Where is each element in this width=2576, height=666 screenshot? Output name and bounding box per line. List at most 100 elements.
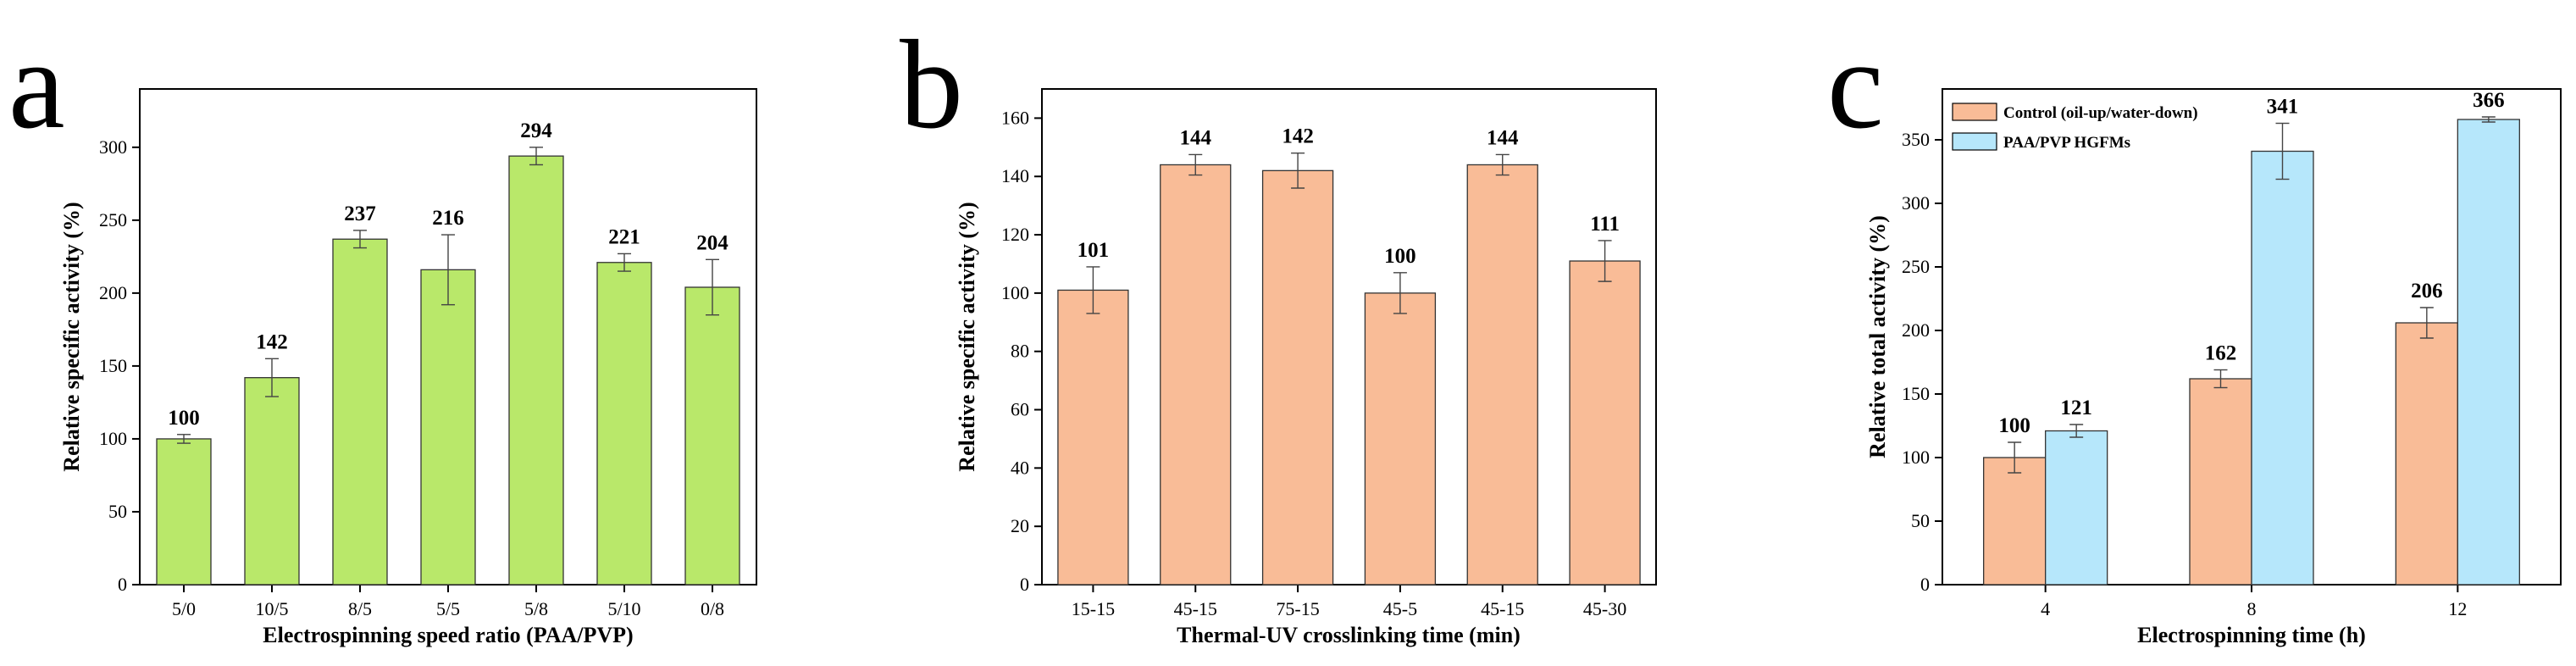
x-tick-label: 45-15 [1174, 598, 1217, 619]
bar [1569, 260, 1641, 586]
bar-layer: 100 162 206 121 341 366 [1983, 89, 2520, 586]
y-tick-label: 250 [1902, 256, 1930, 277]
tick-layer: 0 20 40 60 80 100 120 140 160 15-15 45-15 75-15 45-5… [1001, 107, 1626, 619]
y-tick-label: 100 [1001, 282, 1029, 303]
x-axis-title: Electrospinning time (h) [2137, 623, 2366, 647]
y-axis-title: Relative total activity (%) [1865, 215, 1890, 458]
y-tick-label: 120 [1001, 224, 1029, 245]
bar [1261, 169, 1334, 586]
data-label: 144 [1180, 126, 1212, 149]
x-tick-label: 0/8 [701, 598, 724, 619]
data-label: 162 [2205, 342, 2237, 365]
x-axis-title: Electrospinning speed ratio (PAA/PVP) [263, 623, 633, 647]
y-tick-label: 100 [99, 428, 127, 449]
tick-layer: 0 50 100 150 200 250 300 350 4 8 12 [1902, 129, 2467, 619]
x-tick-label: 12 [2448, 598, 2467, 619]
data-label: 341 [2267, 96, 2299, 119]
bar [508, 155, 564, 586]
panel-letter: c [1827, 14, 1884, 155]
bar [244, 377, 300, 586]
y-axis-title: Relative specific activity (%) [59, 202, 84, 471]
data-label: 216 [432, 207, 464, 230]
data-label: 144 [1487, 126, 1519, 149]
panel-letter: a [8, 14, 65, 155]
x-tick-label: 75-15 [1276, 598, 1319, 619]
y-tick-label: 140 [1001, 165, 1029, 186]
tick-layer: 0 50 100 150 200 250 300 5/0 10/5 8/5 5/5 5/8 5/10 0/… [99, 136, 724, 619]
bar [1057, 289, 1129, 586]
y-tick-label: 80 [1011, 341, 1029, 362]
y-tick-label: 300 [1902, 192, 1930, 214]
data-label: 142 [256, 330, 288, 353]
legend: Control (oil-up/water-down) PAA/PVP HGFM… [1952, 103, 2198, 152]
data-label: 111 [1590, 213, 1620, 236]
x-tick-label: 5/0 [172, 598, 196, 619]
bar [156, 438, 212, 586]
bar [1160, 164, 1232, 586]
data-label: 221 [608, 225, 640, 248]
x-tick-label: 10/5 [255, 598, 288, 619]
data-label: 294 [520, 119, 552, 142]
bar [2457, 119, 2520, 586]
x-tick-label: 5/5 [436, 598, 460, 619]
x-tick-label: 5/8 [524, 598, 548, 619]
bar [332, 238, 388, 586]
x-tick-label: 45-30 [1583, 598, 1626, 619]
bar [2045, 430, 2108, 586]
y-tick-label: 100 [1902, 447, 1930, 468]
x-tick-label: 8 [2247, 598, 2257, 619]
bar [420, 269, 476, 586]
y-tick-label: 200 [99, 282, 127, 303]
x-tick-label: 4 [2041, 598, 2050, 619]
y-tick-label: 200 [1902, 319, 1930, 341]
bar [1983, 457, 2047, 586]
legend-swatch-control [1952, 103, 1997, 121]
x-axis-title: Thermal-UV crosslinking time (min) [1177, 623, 1521, 647]
panel-a: a Electrospinning speed ratio (PAA/PVP) … [8, 14, 757, 647]
y-tick-label: 40 [1011, 457, 1029, 478]
x-tick-label: 5/10 [607, 598, 640, 619]
y-tick-label: 50 [108, 501, 127, 522]
plot-frame [1041, 88, 1657, 586]
panel-c: c Electrospinning time (h) Relative tota… [1827, 14, 2562, 647]
legend-label-control: Control (oil-up/water-down) [2003, 104, 2198, 122]
bar [2189, 378, 2252, 586]
data-label: 237 [344, 203, 376, 225]
y-tick-label: 0 [1020, 574, 1029, 595]
bar [684, 286, 740, 586]
x-tick-label: 8/5 [348, 598, 372, 619]
y-tick-label: 0 [1920, 574, 1930, 595]
data-label: 204 [696, 231, 728, 254]
y-tick-label: 350 [1902, 129, 1930, 150]
data-label: 100 [1998, 414, 2030, 437]
y-tick-label: 0 [118, 574, 127, 595]
bar [1364, 292, 1437, 586]
y-axis-title: Relative specific activity (%) [955, 202, 979, 471]
panel-b: b Thermal-UV crosslinking time (min) Rel… [900, 14, 1657, 647]
panel-letter: b [900, 14, 963, 155]
y-tick-label: 250 [99, 209, 127, 230]
y-tick-label: 150 [1902, 383, 1930, 404]
x-tick-label: 45-15 [1481, 598, 1524, 619]
y-tick-label: 50 [1911, 510, 1930, 531]
data-label: 142 [1282, 125, 1314, 148]
bar [2395, 322, 2458, 586]
y-tick-label: 150 [99, 355, 127, 376]
x-tick-label: 15-15 [1072, 598, 1115, 619]
bar-layer: 101 144 142 100 144 111 [1057, 125, 1641, 586]
data-label: 206 [2411, 280, 2443, 302]
bar-layer: 100 142 237 216 294 221 204 [156, 119, 740, 586]
data-label: 100 [1384, 245, 1416, 268]
data-label: 101 [1077, 239, 1110, 262]
y-tick-label: 20 [1011, 515, 1029, 536]
y-tick-label: 300 [99, 136, 127, 158]
data-label: 366 [2473, 89, 2505, 112]
bar [1466, 164, 1538, 586]
y-tick-label: 60 [1011, 399, 1029, 420]
legend-label-paa-pvp: PAA/PVP HGFMs [2003, 134, 2130, 152]
data-label: 121 [2060, 397, 2092, 419]
x-tick-label: 45-5 [1383, 598, 1417, 619]
data-label: 100 [168, 407, 200, 430]
legend-swatch-paa-pvp [1952, 132, 1997, 151]
